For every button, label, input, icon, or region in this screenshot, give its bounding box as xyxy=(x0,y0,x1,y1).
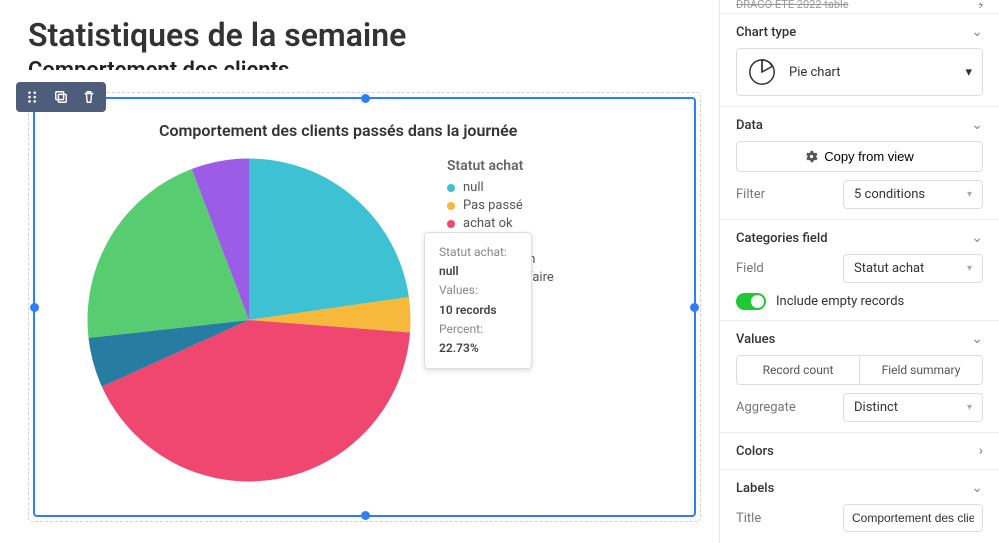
dropdown-caret-icon: ▾ xyxy=(967,189,972,200)
element-toolbar xyxy=(16,82,106,112)
tooltip-percent-value: 22.73% xyxy=(439,341,479,355)
section-chart-type: Chart type ⌄ Pie chart ▾ xyxy=(720,14,999,107)
resize-handle-bottom[interactable] xyxy=(361,511,370,520)
pie-slice[interactable] xyxy=(249,159,409,321)
section-heading-cropped: Comportement des clients xyxy=(28,58,701,70)
legend-dot-icon xyxy=(447,220,455,228)
section-head-labels[interactable]: Labels ⌄ xyxy=(736,480,983,496)
filter-value: 5 conditions xyxy=(854,187,925,202)
legend-label: null xyxy=(463,180,484,195)
seg-record-count[interactable]: Record count xyxy=(737,356,859,384)
drag-handle-icon[interactable] xyxy=(20,85,46,109)
legend-dot-icon xyxy=(447,184,455,192)
section-colors: Colors › xyxy=(720,433,999,470)
field-label: Field xyxy=(736,261,764,276)
chart-body: Statut achat: null Values: 10 records Perc… xyxy=(59,150,670,490)
seg-field-summary[interactable]: Field summary xyxy=(859,356,982,384)
section-data: Data ⌄ Copy from view Filter 5 conditions… xyxy=(720,107,999,220)
tooltip-values-label: Values: xyxy=(439,281,517,300)
legend-item[interactable]: achat ok xyxy=(447,216,554,231)
filter-select[interactable]: 5 conditions ▾ xyxy=(843,180,983,209)
filter-label: Filter xyxy=(736,187,765,202)
title-input[interactable] xyxy=(843,504,983,532)
field-value: Statut achat xyxy=(854,261,924,276)
legend-item[interactable]: null xyxy=(447,180,554,195)
section-values: Values ⌄ Record count Field summary Aggre… xyxy=(720,321,999,433)
sidebar-top-truncated: DRAGO ETE 2022 table› xyxy=(720,0,999,14)
section-head-chart-type[interactable]: Chart type ⌄ xyxy=(736,24,983,40)
chevron-down-icon: ⌄ xyxy=(971,480,983,496)
copy-from-view-button[interactable]: Copy from view xyxy=(736,141,983,172)
values-heading: Values xyxy=(736,332,775,347)
categories-heading: Categories field xyxy=(736,231,828,246)
resize-handle-top[interactable] xyxy=(361,94,370,103)
chart-type-select[interactable]: Pie chart ▾ xyxy=(736,48,983,96)
section-labels: Labels ⌄ Title xyxy=(720,470,999,542)
section-head-values[interactable]: Values ⌄ xyxy=(736,331,983,347)
resize-handle-right[interactable] xyxy=(690,303,699,312)
dropdown-caret-icon: ▾ xyxy=(965,65,972,80)
dropdown-caret-icon: ▾ xyxy=(967,263,972,274)
chart-title: Comportement des clients passés dans la … xyxy=(159,121,670,140)
chart-dashed-frame: Comportement des clients passés dans la … xyxy=(28,92,701,522)
legend-label: achat ok xyxy=(463,216,513,231)
dropdown-caret-icon: ▾ xyxy=(967,402,972,413)
gear-icon xyxy=(805,150,818,163)
main-area: Statistiques de la semaine Comportement … xyxy=(0,0,719,543)
chevron-right-icon: › xyxy=(979,443,983,459)
page-title: Statistiques de la semaine xyxy=(28,16,701,54)
tooltip-field-label: Statut achat: xyxy=(439,243,517,262)
trash-icon[interactable] xyxy=(76,85,102,109)
aggregate-value: Distinct xyxy=(854,400,898,415)
chevron-down-icon: ⌄ xyxy=(971,117,983,133)
include-empty-toggle[interactable] xyxy=(736,293,766,310)
section-head-data[interactable]: Data ⌄ xyxy=(736,117,983,133)
labels-heading: Labels xyxy=(736,481,774,496)
chevron-down-icon: ⌄ xyxy=(971,230,983,246)
chevron-right-icon: › xyxy=(979,0,983,13)
include-empty-label: Include empty records xyxy=(776,294,904,309)
chart-tooltip: Statut achat: null Values: 10 records Perc… xyxy=(424,232,532,369)
chart-type-value: Pie chart xyxy=(789,65,953,80)
duplicate-icon[interactable] xyxy=(48,85,74,109)
legend-title: Statut achat xyxy=(447,158,554,174)
chevron-down-icon: ⌄ xyxy=(971,24,983,40)
title-label: Title xyxy=(736,511,761,526)
section-categories: Categories field ⌄ Field Statut achat ▾ In… xyxy=(720,220,999,321)
legend-item[interactable]: Pas passé xyxy=(447,198,554,213)
legend-dot-icon xyxy=(447,202,455,210)
pie-chart-icon xyxy=(747,57,777,87)
chart-type-heading: Chart type xyxy=(736,25,796,40)
section-head-categories[interactable]: Categories field ⌄ xyxy=(736,230,983,246)
aggregate-select[interactable]: Distinct ▾ xyxy=(843,393,983,422)
data-heading: Data xyxy=(736,118,763,133)
aggregate-label: Aggregate xyxy=(736,400,796,415)
chart-card[interactable]: Comportement des clients passés dans la … xyxy=(33,97,696,517)
colors-heading: Colors xyxy=(736,444,774,459)
legend-label: Pas passé xyxy=(463,198,523,213)
tooltip-field-value: null xyxy=(439,264,459,278)
tooltip-values-value: 10 records xyxy=(439,303,497,317)
copy-button-label: Copy from view xyxy=(824,149,914,164)
tooltip-percent-label: Percent: xyxy=(439,320,517,339)
resize-handle-left[interactable] xyxy=(30,303,39,312)
pie-chart: Statut achat:null Values:10 records Perc… xyxy=(79,150,419,490)
chevron-down-icon: ⌄ xyxy=(971,331,983,347)
values-segmented: Record count Field summary xyxy=(736,355,983,385)
config-sidebar: DRAGO ETE 2022 table› Chart type ⌄ Pie ch… xyxy=(719,0,999,543)
field-select[interactable]: Statut achat ▾ xyxy=(843,254,983,283)
section-head-colors[interactable]: Colors › xyxy=(736,443,983,459)
